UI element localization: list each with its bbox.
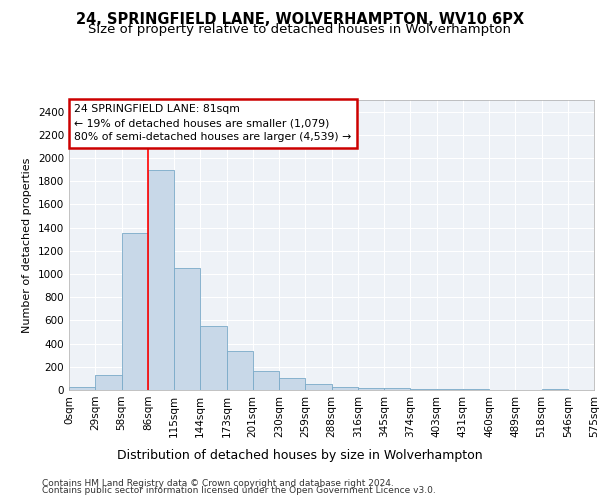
Bar (410, 389, 437, 390)
Bar (542, 389, 568, 390)
Bar (200, 326, 227, 390)
Text: Contains HM Land Registry data © Crown copyright and database right 2024.: Contains HM Land Registry data © Crown c… (42, 478, 394, 488)
Y-axis label: Number of detached properties: Number of detached properties (22, 158, 32, 332)
Text: Contains public sector information licensed under the Open Government Licence v3: Contains public sector information licen… (42, 486, 436, 495)
Bar (174, 268, 200, 390)
Bar (121, 234, 148, 390)
Bar (227, 350, 253, 390)
Text: 24 SPRINGFIELD LANE: 81sqm
← 19% of detached houses are smaller (1,079)
80% of s: 24 SPRINGFIELD LANE: 81sqm ← 19% of deta… (74, 104, 352, 142)
Bar (253, 372, 279, 390)
Bar (279, 378, 305, 390)
Bar (69, 386, 95, 390)
Text: Size of property relative to detached houses in Wolverhampton: Size of property relative to detached ho… (89, 22, 511, 36)
Bar (95, 375, 121, 390)
Bar (358, 388, 384, 390)
Text: 24, SPRINGFIELD LANE, WOLVERHAMPTON, WV10 6PX: 24, SPRINGFIELD LANE, WOLVERHAMPTON, WV1… (76, 12, 524, 28)
Bar (384, 388, 410, 390)
Text: Distribution of detached houses by size in Wolverhampton: Distribution of detached houses by size … (117, 448, 483, 462)
Bar (331, 386, 358, 390)
Bar (148, 170, 174, 390)
Bar (305, 384, 331, 390)
